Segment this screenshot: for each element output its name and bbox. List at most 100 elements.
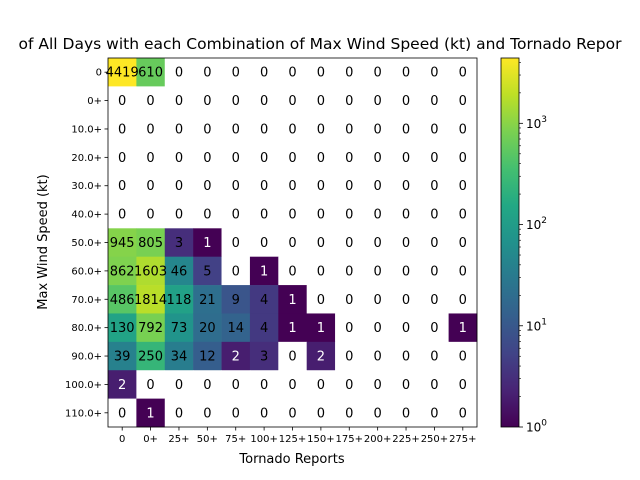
- cell-value-label: 0: [459, 350, 467, 365]
- heatmap-cell: [108, 199, 137, 229]
- y-tick-label: 0: [96, 68, 102, 79]
- heatmap-cell: [136, 228, 166, 257]
- heatmap-cell: [136, 398, 166, 428]
- cell-value-label: 0: [374, 236, 382, 251]
- heatmap-cell: [335, 199, 364, 229]
- cell-value-label: 0: [430, 264, 438, 279]
- heatmap-cell: [420, 228, 449, 257]
- cell-value-label: 805: [138, 236, 163, 251]
- heatmap-cell: [363, 398, 393, 428]
- cell-value-label: 0: [118, 94, 126, 109]
- y-tick-label: 30.0+: [71, 181, 102, 192]
- cell-value-label: 0: [317, 179, 325, 194]
- cell-value-label: 5: [203, 264, 211, 279]
- heatmap-cell: [164, 58, 194, 87]
- cell-value-label: 12: [199, 350, 216, 365]
- heatmap-cell: [249, 285, 279, 314]
- cell-value-label: 0: [260, 151, 268, 166]
- x-tick-label: 175+: [336, 434, 363, 445]
- heatmap-cell: [193, 143, 222, 172]
- cell-value-label: 0: [288, 406, 296, 421]
- cell-value-label: 0: [402, 378, 410, 393]
- cell-value-label: 34: [171, 350, 188, 365]
- x-tick-label: 50+: [197, 434, 218, 445]
- cell-value-label: 0: [402, 406, 410, 421]
- heatmap-cell: [278, 143, 307, 172]
- x-tick-label: 275+: [449, 434, 476, 445]
- cell-value-label: 1: [203, 236, 211, 251]
- heatmap-cell: [278, 114, 307, 144]
- heatmap-cell: [221, 58, 251, 87]
- y-tick-label: 20.0+: [71, 153, 102, 164]
- x-tick-label: 125+: [279, 434, 306, 445]
- cell-value-label: 0: [374, 378, 382, 393]
- heatmap-cell: [108, 228, 137, 257]
- heatmap-cell: [249, 199, 279, 229]
- cell-value-label: 3: [260, 350, 268, 365]
- cell-value-label: 0: [260, 236, 268, 251]
- cell-value-label: 0: [402, 122, 410, 137]
- x-tick-label: 100+: [250, 434, 277, 445]
- heatmap-cell: [249, 341, 279, 371]
- cell-value-label: 0: [203, 378, 211, 393]
- x-tick-label: 0: [119, 434, 125, 445]
- cell-value-label: 1603: [134, 264, 167, 279]
- cell-value-label: 0: [232, 66, 240, 81]
- cell-value-label: 14: [227, 321, 244, 336]
- cell-value-label: 1: [146, 406, 154, 421]
- cell-value-label: 0: [232, 208, 240, 223]
- cell-value-label: 0: [146, 208, 154, 223]
- cell-value-label: 4: [260, 293, 268, 308]
- cell-value-label: 0: [146, 122, 154, 137]
- colorbar-tick-label: 100: [526, 419, 547, 435]
- cell-value-label: 0: [430, 122, 438, 137]
- cell-value-label: 0: [317, 236, 325, 251]
- heatmap-cell: [306, 228, 336, 257]
- heatmap-cell: [136, 199, 166, 229]
- heatmap-cell: [363, 114, 393, 144]
- cell-value-label: 0: [345, 406, 353, 421]
- cell-value-label: 0: [232, 179, 240, 194]
- cell-value-label: 0: [288, 94, 296, 109]
- heatmap-cell: [448, 256, 478, 286]
- cell-value-label: 0: [232, 151, 240, 166]
- cell-value-label: 0: [374, 122, 382, 137]
- heatmap-cell: [221, 199, 251, 229]
- heatmap-cell: [420, 370, 449, 399]
- heatmap-cell: [249, 256, 279, 286]
- cell-value-label: 73: [171, 321, 188, 336]
- cell-value-label: 862: [110, 264, 135, 279]
- cell-value-label: 0: [374, 94, 382, 109]
- cell-value-label: 0: [459, 236, 467, 251]
- cell-value-label: 0: [430, 293, 438, 308]
- cell-value-label: 0: [288, 236, 296, 251]
- heatmap-cell: [193, 285, 222, 314]
- cell-value-label: 0: [459, 66, 467, 81]
- heatmap-cell: [108, 256, 137, 286]
- heatmap-cell-labels: 4419 610 0 0 0 0 0 0 0 0 0 0 00 0 0 0 0 0 0 0 0 0 0 0 00 0 0 0 0 0 0 0 0…: [106, 66, 467, 422]
- cell-value-label: 0: [232, 264, 240, 279]
- cell-value-label: 0: [288, 350, 296, 365]
- cell-value-label: 945: [110, 236, 135, 251]
- cell-value-label: 0: [402, 94, 410, 109]
- heatmap-cell: [278, 228, 307, 257]
- cell-value-label: 0: [203, 66, 211, 81]
- cell-value-label: 0: [402, 350, 410, 365]
- heatmap-cell: [221, 398, 251, 428]
- cell-value-label: 0: [288, 179, 296, 194]
- heatmap-cell: [108, 86, 137, 116]
- cell-value-label: 0: [402, 321, 410, 336]
- heatmap-cell: [249, 398, 279, 428]
- heatmap-cell: [306, 313, 336, 343]
- heatmap-cell: [278, 313, 307, 343]
- colorbar-tick-label: 103: [526, 115, 547, 131]
- cell-value-label: 2: [232, 350, 240, 365]
- cell-value-label: 250: [138, 350, 163, 365]
- x-tick-label: 225+: [392, 434, 419, 445]
- cell-value-label: 0: [374, 350, 382, 365]
- heatmap-cell: [448, 171, 478, 201]
- cell-value-label: 0: [317, 151, 325, 166]
- cell-value-label: 0: [288, 122, 296, 137]
- heatmap-cell: [108, 114, 137, 144]
- heatmap-cell: [249, 228, 279, 257]
